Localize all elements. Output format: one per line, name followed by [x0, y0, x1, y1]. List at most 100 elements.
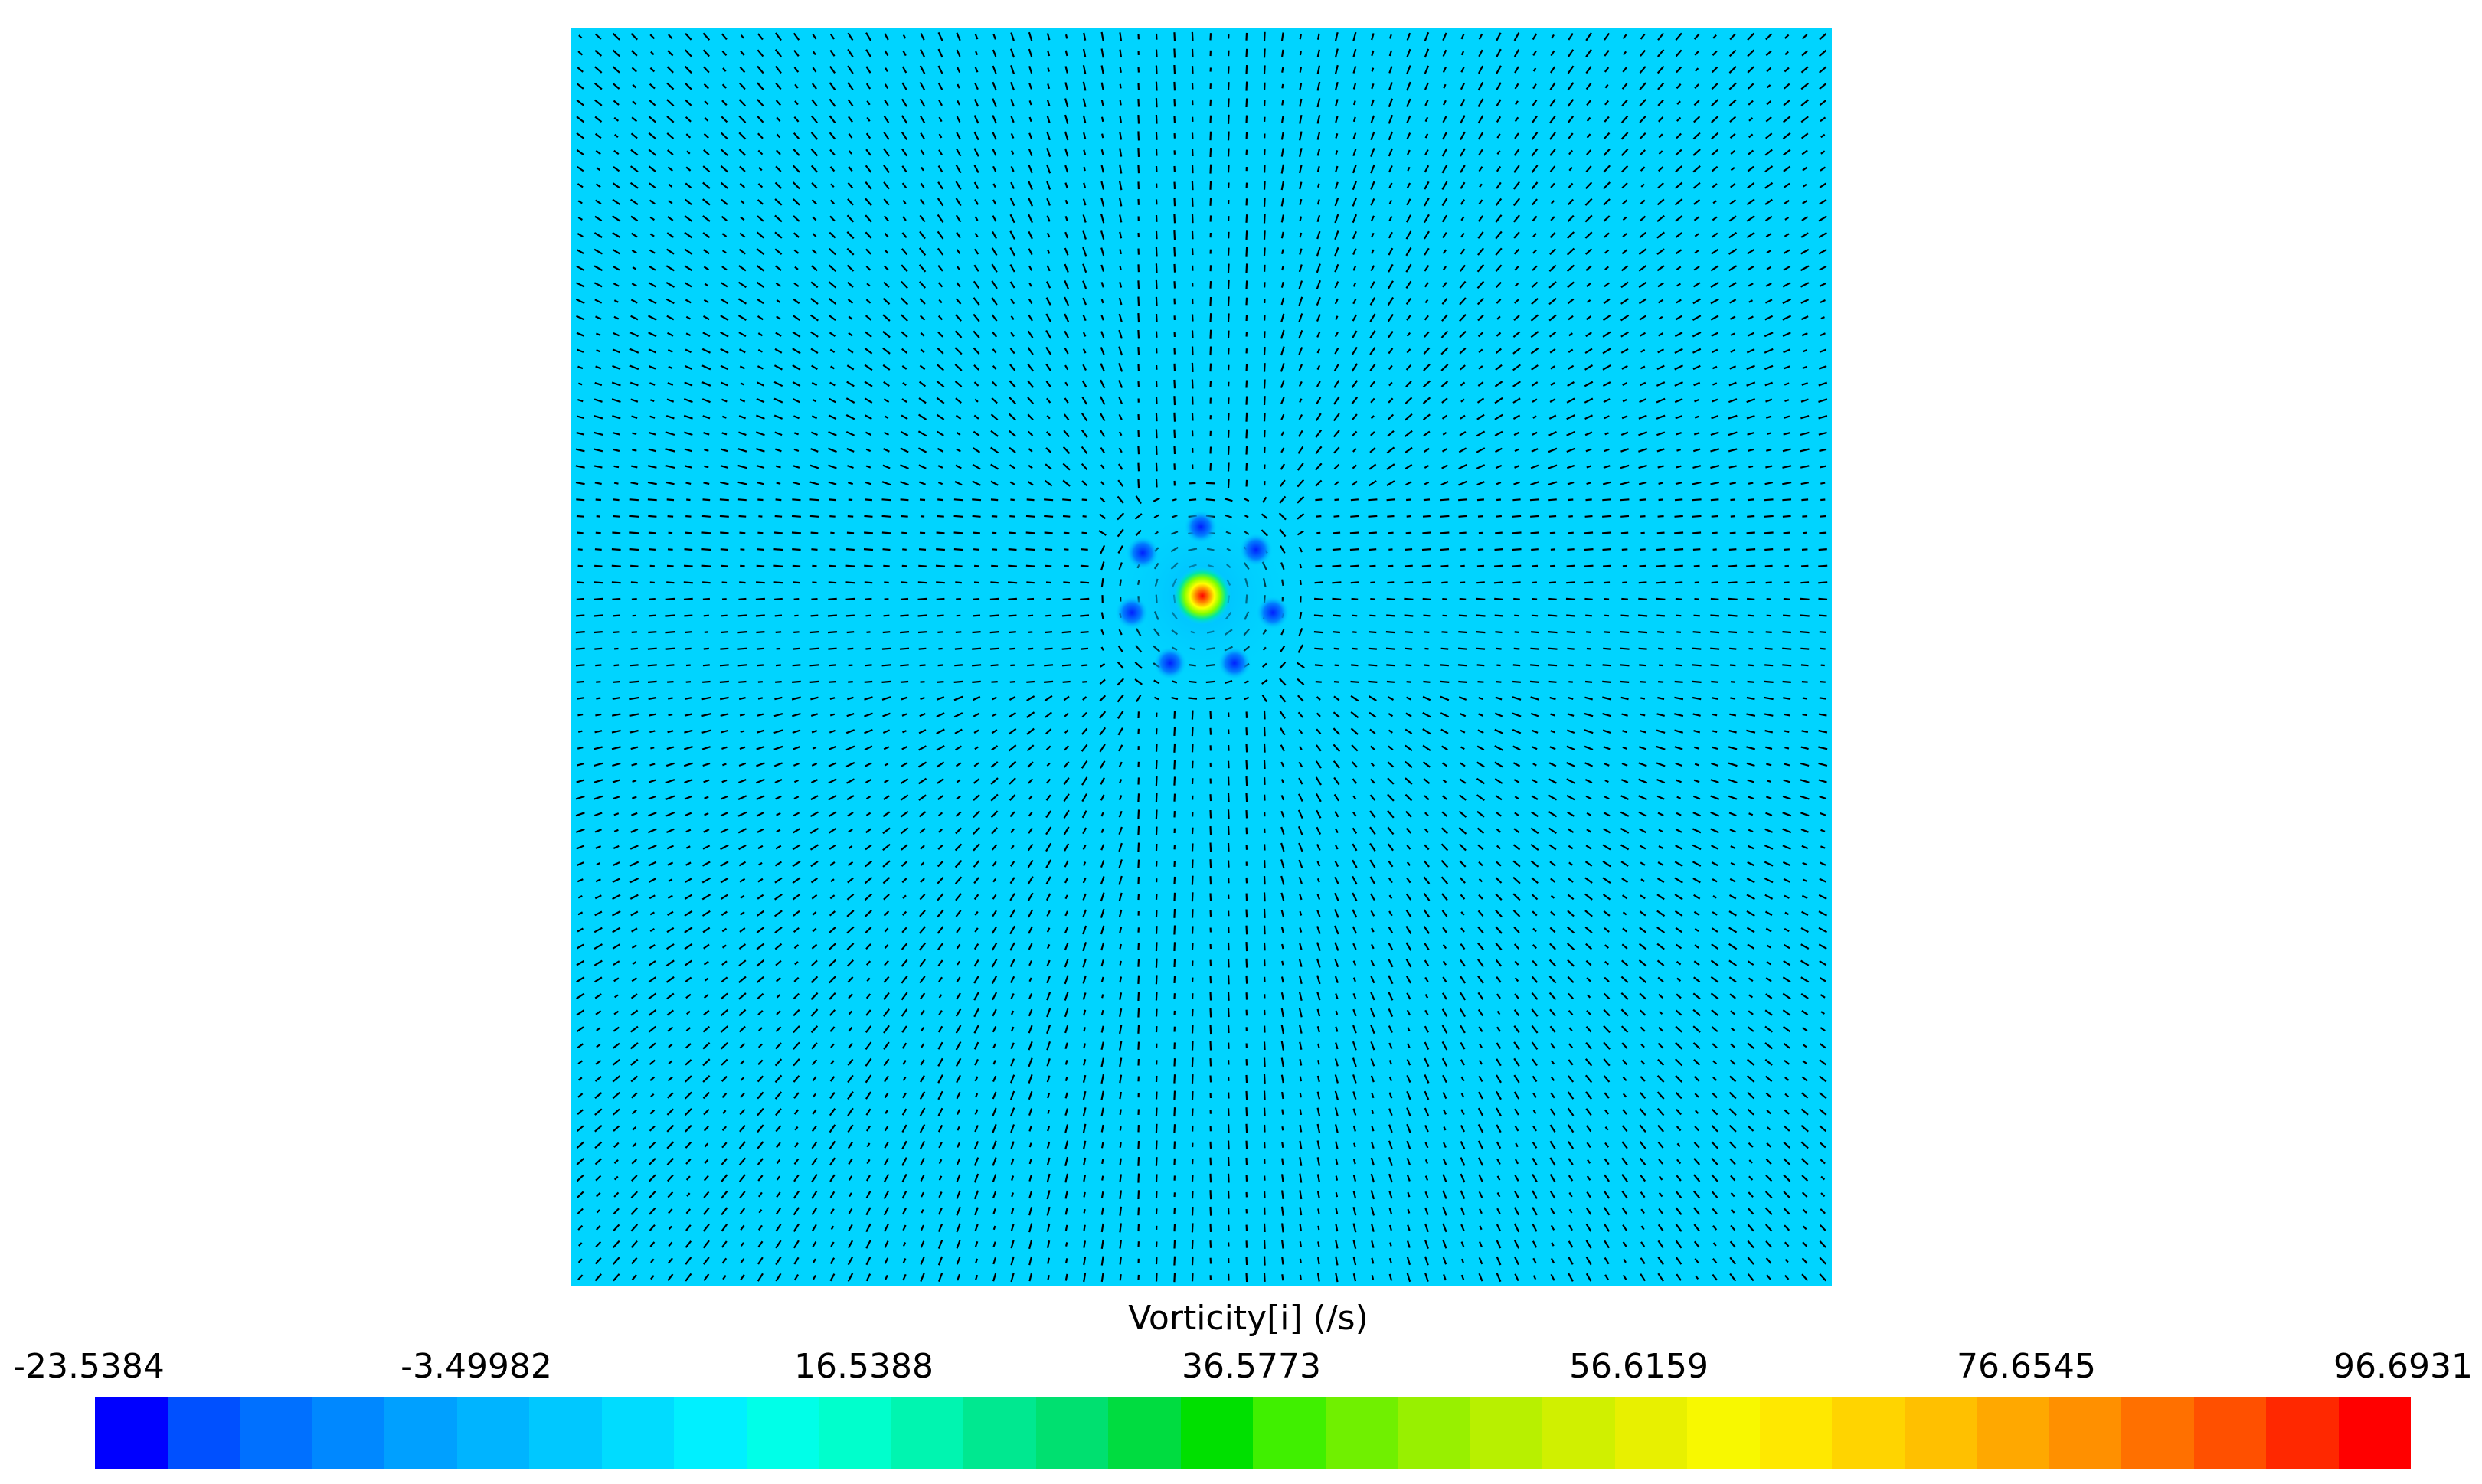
velocity-vector: [576, 315, 585, 321]
velocity-vector: [1334, 247, 1339, 257]
velocity-vector: [883, 795, 890, 800]
velocity-vector: [1316, 958, 1321, 968]
velocity-vector: [1621, 83, 1628, 90]
velocity-vector: [1245, 297, 1248, 306]
velocity-vector: [1495, 348, 1503, 354]
velocity-vector: [1693, 381, 1701, 387]
velocity-vector: [990, 430, 999, 437]
velocity-vector: [1658, 1175, 1663, 1181]
velocity-vector: [720, 828, 729, 834]
velocity-vector: [812, 1274, 816, 1280]
velocity-vector: [1513, 214, 1520, 223]
velocity-vector: [901, 165, 907, 173]
velocity-vector: [613, 266, 620, 271]
velocity-vector: [1584, 729, 1594, 734]
velocity-vector: [1045, 381, 1051, 387]
velocity-vector: [1280, 463, 1286, 470]
velocity-vector: [577, 1274, 584, 1281]
velocity-vector: [577, 382, 583, 386]
velocity-vector: [846, 712, 855, 717]
velocity-vector: [1316, 114, 1321, 124]
velocity-vector: [974, 1240, 979, 1247]
velocity-vector: [1603, 564, 1611, 567]
velocity-vector: [1082, 992, 1087, 1000]
velocity-vector: [1027, 597, 1035, 600]
velocity-vector: [829, 861, 836, 867]
velocity-vector: [1082, 1074, 1087, 1084]
velocity-vector: [1100, 1107, 1104, 1116]
velocity-vector: [1280, 795, 1285, 801]
velocity-vector: [974, 564, 979, 567]
velocity-vector: [613, 149, 620, 155]
velocity-vector: [955, 910, 962, 917]
velocity-vector: [1299, 1025, 1303, 1034]
velocity-vector: [1693, 199, 1701, 205]
velocity-vector: [1477, 314, 1484, 322]
velocity-vector: [1119, 282, 1123, 288]
velocity-vector: [1155, 1123, 1158, 1133]
velocity-vector: [884, 1257, 889, 1264]
velocity-vector: [954, 876, 963, 884]
velocity-vector: [739, 1191, 746, 1199]
velocity-vector: [630, 215, 639, 222]
velocity-vector: [848, 315, 853, 320]
velocity-vector: [577, 1258, 583, 1263]
velocity-vector: [1530, 811, 1539, 818]
velocity-vector: [1299, 1058, 1303, 1066]
velocity-vector: [1028, 1108, 1033, 1116]
velocity-vector: [1566, 414, 1575, 420]
velocity-vector: [1082, 247, 1087, 257]
velocity-vector: [594, 730, 603, 734]
velocity-vector: [1064, 1124, 1069, 1133]
velocity-vector: [631, 67, 637, 73]
velocity-vector: [1008, 728, 1017, 735]
velocity-vector: [1100, 942, 1105, 951]
velocity-vector: [1119, 992, 1123, 1000]
velocity-vector: [1728, 82, 1737, 90]
velocity-vector: [1621, 943, 1628, 950]
velocity-vector: [576, 282, 585, 288]
velocity-vector: [1442, 67, 1447, 73]
velocity-vector: [1550, 894, 1555, 899]
velocity-vector: [594, 415, 603, 420]
velocity-vector: [1620, 779, 1629, 783]
velocity-vector: [955, 314, 962, 322]
velocity-vector: [775, 1256, 782, 1266]
velocity-vector: [1387, 430, 1395, 437]
velocity-vector: [883, 1173, 890, 1183]
velocity-vector: [1064, 1208, 1068, 1215]
velocity-vector: [1459, 712, 1467, 717]
velocity-vector: [649, 763, 656, 767]
velocity-vector: [955, 181, 962, 190]
velocity-vector: [594, 448, 603, 453]
velocity-vector: [666, 498, 675, 502]
velocity-vector: [973, 1008, 979, 1018]
velocity-vector: [1100, 1090, 1104, 1100]
velocity-vector: [1388, 1092, 1393, 1099]
velocity-vector: [1711, 762, 1719, 767]
velocity-vector: [1280, 214, 1284, 223]
velocity-vector: [883, 992, 890, 1000]
velocity-vector: [1028, 283, 1032, 287]
velocity-vector: [884, 779, 889, 783]
velocity-vector: [829, 247, 836, 256]
velocity-vector: [1064, 860, 1069, 868]
velocity-vector: [847, 182, 854, 189]
velocity-vector: [1693, 976, 1701, 983]
velocity-vector: [1388, 263, 1394, 273]
velocity-vector: [937, 778, 944, 784]
velocity-vector: [1621, 548, 1628, 551]
velocity-vector: [1496, 1224, 1502, 1232]
velocity-vector: [1729, 1141, 1737, 1149]
velocity-vector: [1640, 332, 1646, 337]
velocity-vector: [667, 1273, 674, 1281]
velocity-vector: [1531, 877, 1539, 884]
velocity-vector: [1298, 975, 1303, 985]
velocity-vector: [1298, 330, 1303, 339]
velocity-vector: [793, 1190, 800, 1199]
velocity-vector: [1083, 1027, 1086, 1032]
velocity-vector: [1728, 943, 1738, 950]
velocity-vector: [1514, 1159, 1519, 1165]
velocity-vector: [720, 844, 729, 851]
velocity-vector: [594, 116, 603, 123]
